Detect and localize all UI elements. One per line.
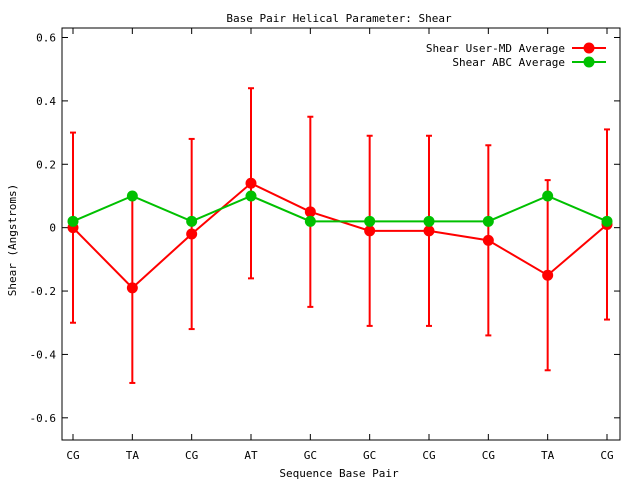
x-tick-label: GC — [363, 449, 376, 462]
legend-marker — [583, 56, 595, 68]
x-tick-label: CG — [600, 449, 613, 462]
series-layer — [67, 87, 613, 384]
y-axis-label: Shear (Angstroms) — [6, 184, 19, 297]
y-tick-label: 0.6 — [36, 32, 56, 45]
series-2 — [67, 190, 613, 227]
data-point — [245, 190, 257, 202]
plot-frame — [61, 27, 621, 441]
data-point — [542, 190, 554, 202]
data-point — [364, 225, 376, 237]
legend-label: Shear ABC Average — [452, 56, 565, 69]
data-point — [186, 215, 198, 227]
x-tick-label: CG — [422, 449, 435, 462]
data-point — [423, 225, 435, 237]
x-tick-label: GC — [304, 449, 317, 462]
data-point — [186, 228, 198, 240]
data-point — [601, 215, 613, 227]
chart-title: Base Pair Helical Parameter: Shear — [226, 12, 452, 25]
legend-marker — [583, 42, 595, 54]
data-point — [423, 215, 435, 227]
x-tick-label: TA — [126, 449, 140, 462]
data-point — [304, 215, 316, 227]
data-point — [482, 234, 494, 246]
data-point — [126, 282, 138, 294]
y-tick-label: -0.2 — [30, 285, 57, 298]
y-tick-label: 0.2 — [36, 158, 56, 171]
data-point — [304, 206, 316, 218]
data-point — [364, 215, 376, 227]
y-tick-label: -0.6 — [30, 412, 57, 425]
y-tick-label: 0 — [49, 222, 56, 235]
data-point — [245, 177, 257, 189]
x-tick-label: AT — [244, 449, 258, 462]
series-line — [72, 182, 608, 290]
x-tick-label: CG — [185, 449, 198, 462]
series-line — [72, 194, 608, 223]
y-tick-label: 0.4 — [36, 95, 56, 108]
data-point — [542, 269, 554, 281]
x-axis-label: Sequence Base Pair — [279, 467, 399, 480]
y-tick-label: -0.4 — [30, 348, 57, 361]
legend-label: Shear User-MD Average — [426, 42, 565, 55]
series-1 — [67, 87, 613, 384]
axis-ticks: -0.6 -0.4 -0.2 0 0.2 0.4 0.6 CG TA CG AT GC GC CG CG TA… — [30, 28, 620, 462]
data-point — [482, 215, 494, 227]
x-tick-label: CG — [66, 449, 79, 462]
x-tick-label: CG — [482, 449, 495, 462]
x-tick-label: TA — [541, 449, 555, 462]
data-point — [67, 215, 79, 227]
data-point — [126, 190, 138, 202]
